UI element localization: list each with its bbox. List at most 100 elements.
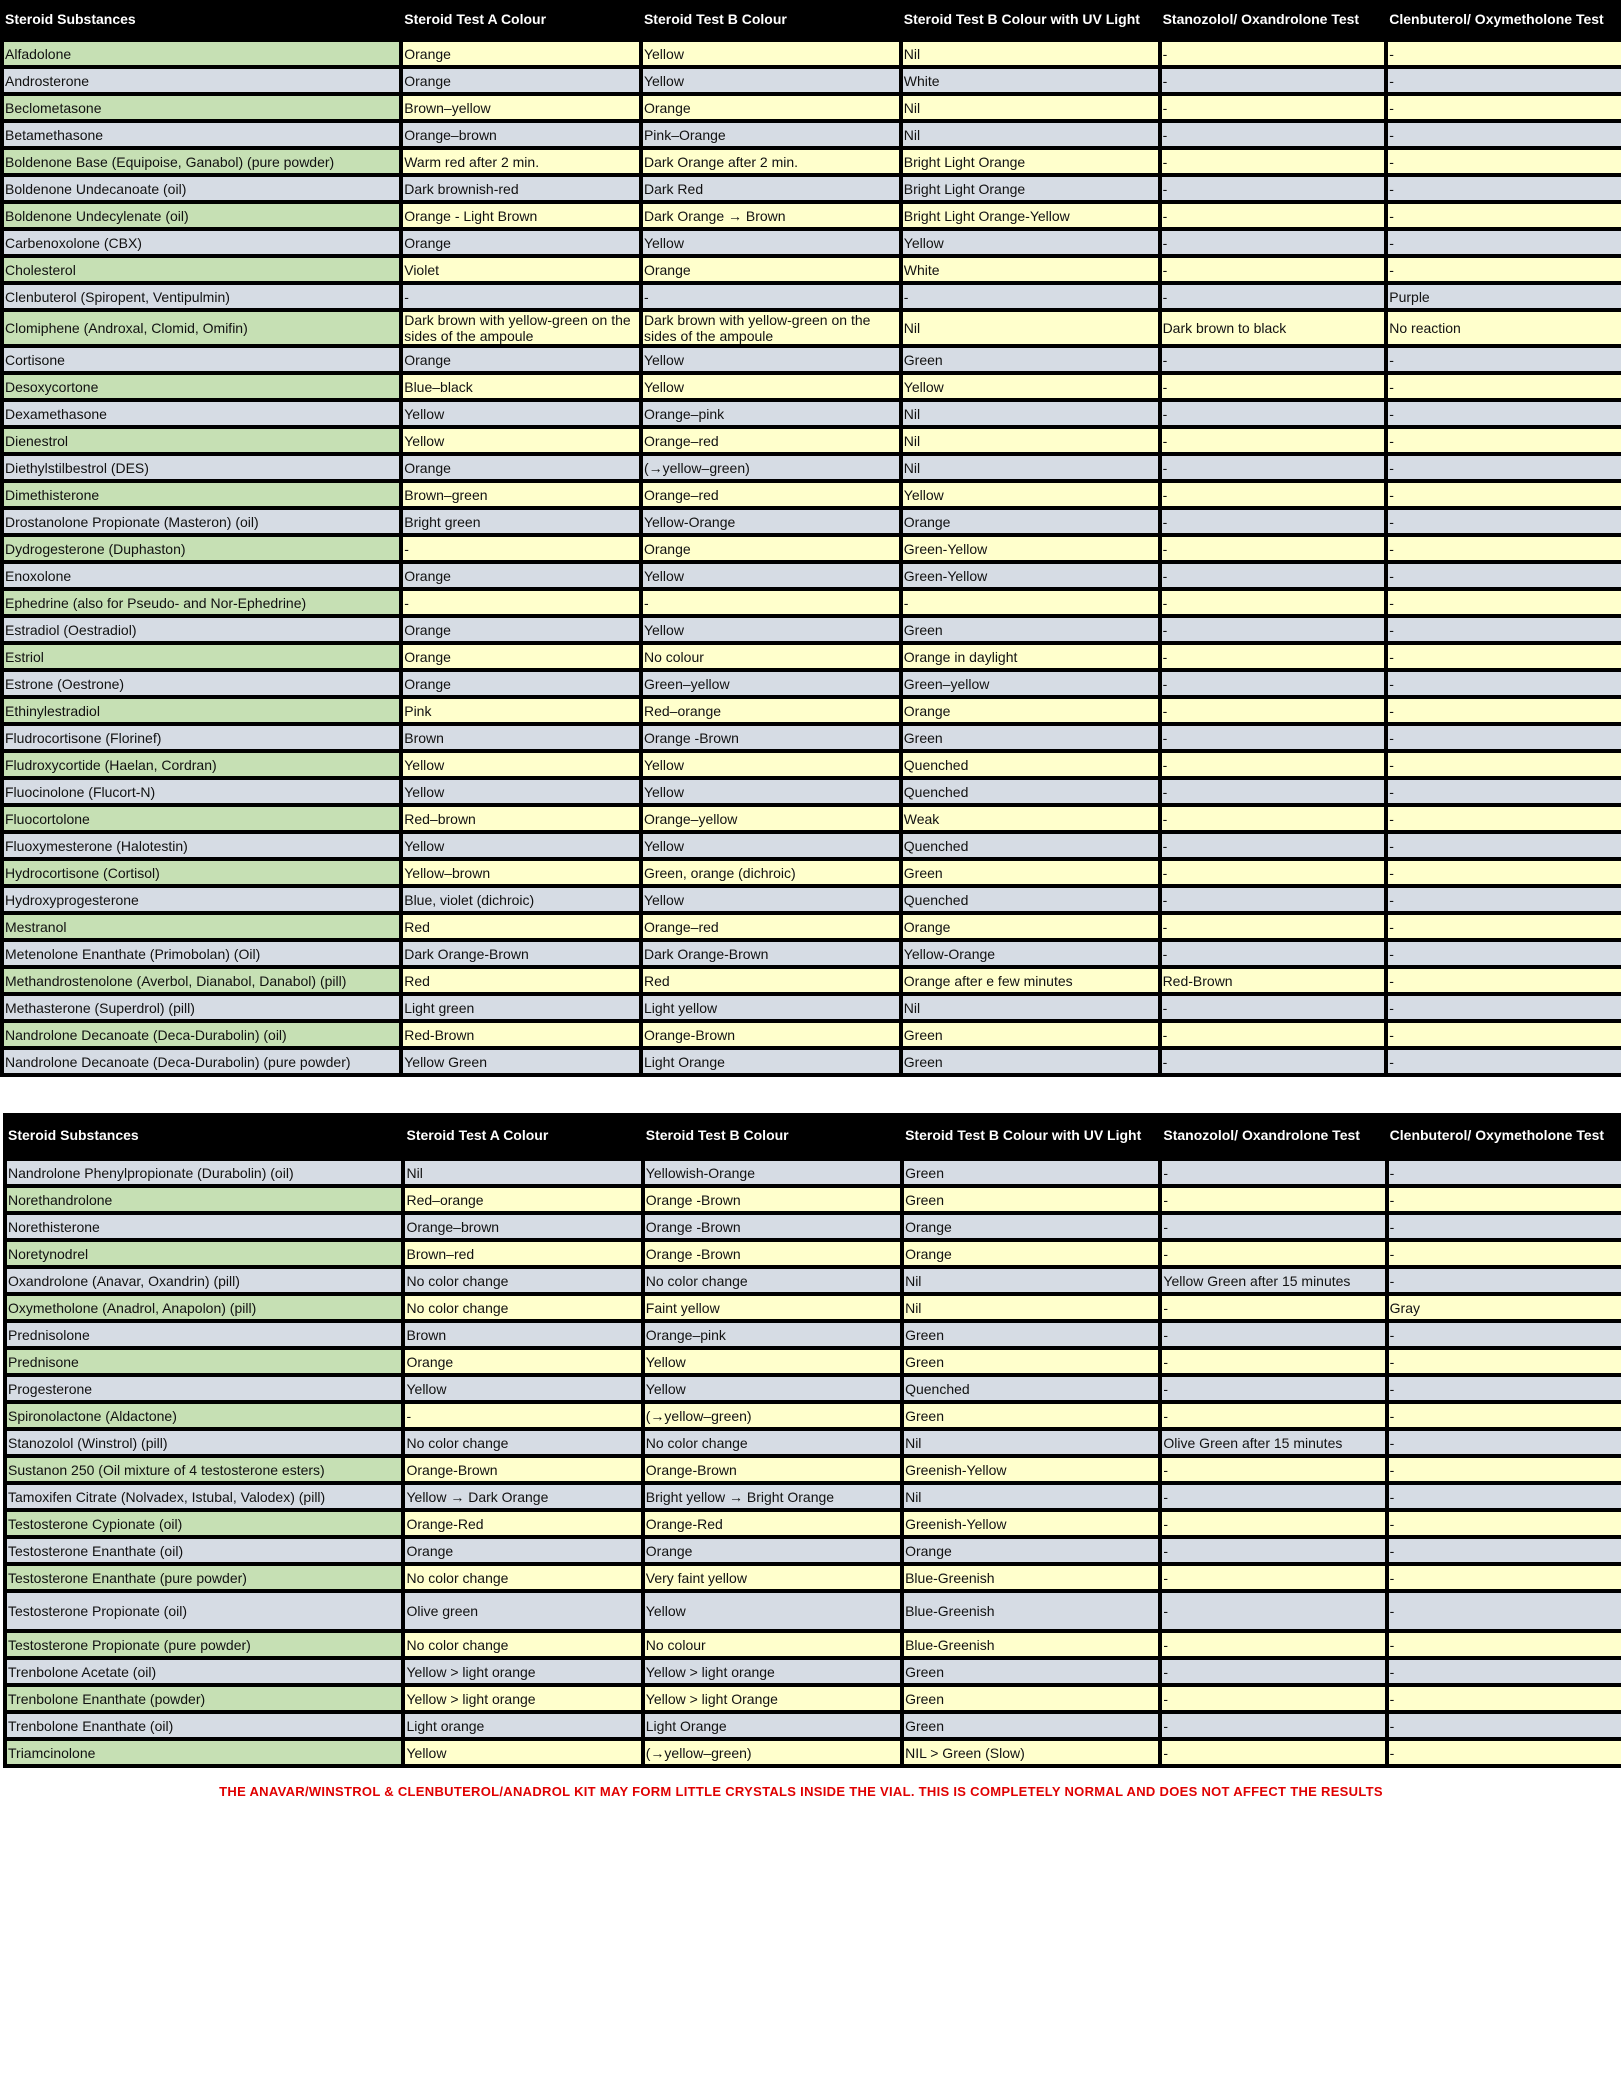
cell-stanozolol-oxandrolone-test: -	[1161, 510, 1385, 533]
table-row: Progesterone Yellow Yellow Quenched - -	[7, 1377, 1621, 1400]
cell-stanozolol-oxandrolone-test: -	[1161, 672, 1385, 695]
cell-stanozolol-oxandrolone-test: -	[1162, 1188, 1385, 1211]
cell-test-b-colour: -	[642, 591, 899, 614]
cell-clenbuterol-oxymetholone-test: -	[1388, 618, 1621, 641]
cell-test-a-colour: Dark brown with yellow-green on the side…	[403, 312, 639, 344]
cell-clenbuterol-oxymetholone-test: Gray	[1388, 1296, 1621, 1319]
cell-clenbuterol-oxymetholone-test: -	[1388, 1458, 1621, 1481]
cell-clenbuterol-oxymetholone-test: -	[1388, 1188, 1621, 1211]
cell-substance: Estradiol (Oestradiol)	[4, 618, 400, 641]
cell-substance: Diethylstilbestrol (DES)	[4, 456, 400, 479]
cell-test-b-colour: Dark brown with yellow-green on the side…	[642, 312, 899, 344]
cell-stanozolol-oxandrolone-test: -	[1161, 780, 1385, 803]
cell-stanozolol-oxandrolone-test: -	[1161, 645, 1385, 668]
cell-substance: Prednisolone	[7, 1323, 402, 1346]
cell-substance: Dimethisterone	[4, 483, 400, 506]
cell-test-b-uv-colour: -	[902, 591, 1158, 614]
cell-substance: Methasterone (Superdrol) (pill)	[4, 996, 400, 1019]
cell-test-b-colour: Orange–pink	[644, 1323, 901, 1346]
cell-substance: Enoxolone	[4, 564, 400, 587]
cell-substance: Oxymetholone (Anadrol, Anapolon) (pill)	[7, 1296, 402, 1319]
cell-clenbuterol-oxymetholone-test: -	[1388, 1350, 1621, 1373]
cell-substance: Estrone (Oestrone)	[4, 672, 400, 695]
header-row: Steroid Substances Steroid Test A Colour S…	[4, 4, 1621, 38]
column-header-test-b-uv-colour: Steroid Test B Colour with UV Light	[902, 4, 1158, 38]
cell-substance: Clomiphene (Androxal, Clomid, Omifin)	[4, 312, 400, 344]
cell-test-b-colour: Light Orange	[642, 1050, 899, 1073]
cell-test-b-uv-colour: Orange in daylight	[902, 645, 1158, 668]
cell-test-a-colour: Orange	[403, 645, 639, 668]
cell-clenbuterol-oxymetholone-test: -	[1388, 564, 1621, 587]
cell-test-a-colour: Pink	[403, 699, 639, 722]
table-row: Fluocortolone Red–brown Orange–yellow Weak -…	[4, 807, 1621, 830]
cell-stanozolol-oxandrolone-test: -	[1162, 1458, 1385, 1481]
cell-test-b-uv-colour: Blue-Greenish	[904, 1566, 1159, 1589]
cell-test-b-colour: No color change	[644, 1269, 901, 1292]
cell-test-b-uv-colour: Green	[904, 1161, 1159, 1184]
cell-test-b-colour: No color change	[644, 1431, 901, 1454]
table-row: Triamcinolone Yellow (→yellow–green) NIL > …	[7, 1741, 1621, 1764]
header-row: Steroid Substances Steroid Test A Colour S…	[7, 1117, 1621, 1157]
table-row: Boldenone Undecylenate (oil) Orange - Lig…	[4, 204, 1621, 227]
cell-clenbuterol-oxymetholone-test: -	[1388, 258, 1621, 281]
cell-test-b-uv-colour: White	[902, 258, 1158, 281]
table-row: Trenbolone Enanthate (powder) Yellow > li…	[7, 1687, 1621, 1710]
cell-test-b-colour: Yellow	[644, 1377, 901, 1400]
cell-clenbuterol-oxymetholone-test: -	[1388, 1215, 1621, 1238]
table-row: Ephedrine (also for Pseudo- and Nor-Ephe…	[4, 591, 1621, 614]
cell-substance: Fluocinolone (Flucort-N)	[4, 780, 400, 803]
cell-test-a-colour: Brown–yellow	[403, 96, 639, 119]
table-row: Enoxolone Orange Yellow Green-Yellow - -	[4, 564, 1621, 587]
cell-test-b-uv-colour: Quenched	[902, 888, 1158, 911]
cell-test-a-colour: Nil	[405, 1161, 641, 1184]
cell-test-b-colour: Yellow	[644, 1350, 901, 1373]
cell-substance: Hydroxyprogesterone	[4, 888, 400, 911]
cell-test-b-colour: Dark Orange → Brown	[642, 204, 899, 227]
cell-test-b-colour: Dark Red	[642, 177, 899, 200]
cell-test-b-uv-colour: Quenched	[904, 1377, 1159, 1400]
cell-test-b-uv-colour: Green-Yellow	[902, 537, 1158, 560]
cell-test-b-colour: -	[642, 285, 899, 308]
cell-test-a-colour: Orange	[403, 69, 639, 92]
cell-test-b-colour: Green, orange (dichroic)	[642, 861, 899, 884]
cell-substance: Testosterone Enanthate (oil)	[7, 1539, 402, 1562]
cell-test-b-colour: Dark Orange-Brown	[642, 942, 899, 965]
cell-test-b-colour: Yellow > light Orange	[644, 1687, 901, 1710]
cell-substance: Norethandrolone	[7, 1188, 402, 1211]
cell-test-b-uv-colour: Nil	[904, 1485, 1159, 1508]
table-row: Boldenone Undecanoate (oil) Dark brownish…	[4, 177, 1621, 200]
cell-test-a-colour: Yellow	[403, 780, 639, 803]
cell-test-b-uv-colour: Orange after e few minutes	[902, 969, 1158, 992]
cell-stanozolol-oxandrolone-test: -	[1161, 834, 1385, 857]
cell-test-b-colour: Yellow	[642, 375, 899, 398]
cell-clenbuterol-oxymetholone-test: -	[1388, 969, 1621, 992]
cell-substance: Clenbuterol (Spiropent, Ventipulmin)	[4, 285, 400, 308]
cell-test-b-colour: Orange	[642, 258, 899, 281]
cell-test-a-colour: Orange–brown	[403, 123, 639, 146]
cell-substance: Fludroxycortide (Haelan, Cordran)	[4, 753, 400, 776]
cell-test-b-colour: Yellow	[642, 618, 899, 641]
cell-stanozolol-oxandrolone-test: -	[1162, 1404, 1385, 1427]
cell-stanozolol-oxandrolone-test: -	[1162, 1741, 1385, 1764]
cell-clenbuterol-oxymetholone-test: -	[1388, 699, 1621, 722]
cell-substance: Ephedrine (also for Pseudo- and Nor-Ephe…	[4, 591, 400, 614]
column-header-stanozolol-oxandrolone-test: Stanozolol/ Oxandrolone Test	[1161, 4, 1385, 38]
cell-stanozolol-oxandrolone-test: -	[1161, 42, 1385, 65]
cell-substance: Dienestrol	[4, 429, 400, 452]
cell-stanozolol-oxandrolone-test: -	[1162, 1350, 1385, 1373]
cell-test-b-colour: Light yellow	[642, 996, 899, 1019]
cell-stanozolol-oxandrolone-test: -	[1161, 1023, 1385, 1046]
cell-substance: Fluoxymesterone (Halotestin)	[4, 834, 400, 857]
cell-substance: Fluocortolone	[4, 807, 400, 830]
cell-test-a-colour: Brown	[403, 726, 639, 749]
cell-stanozolol-oxandrolone-test: -	[1161, 402, 1385, 425]
steroid-test-table-1: Steroid Substances Steroid Test A Colour S…	[0, 0, 1621, 1077]
cell-clenbuterol-oxymetholone-test: -	[1388, 1593, 1621, 1629]
cell-test-b-colour: Light Orange	[644, 1714, 901, 1737]
table-row: Ethinylestradiol Pink Red–orange Orange - -	[4, 699, 1621, 722]
cell-clenbuterol-oxymetholone-test: Purple	[1388, 285, 1621, 308]
cell-test-a-colour: Yellow	[405, 1741, 641, 1764]
table-row: Nandrolone Decanoate (Deca-Durabolin) (o…	[4, 1023, 1621, 1046]
cell-substance: Nandrolone Decanoate (Deca-Durabolin) (o…	[4, 1023, 400, 1046]
table-row: Nandrolone Phenylpropionate (Durabolin) …	[7, 1161, 1621, 1184]
